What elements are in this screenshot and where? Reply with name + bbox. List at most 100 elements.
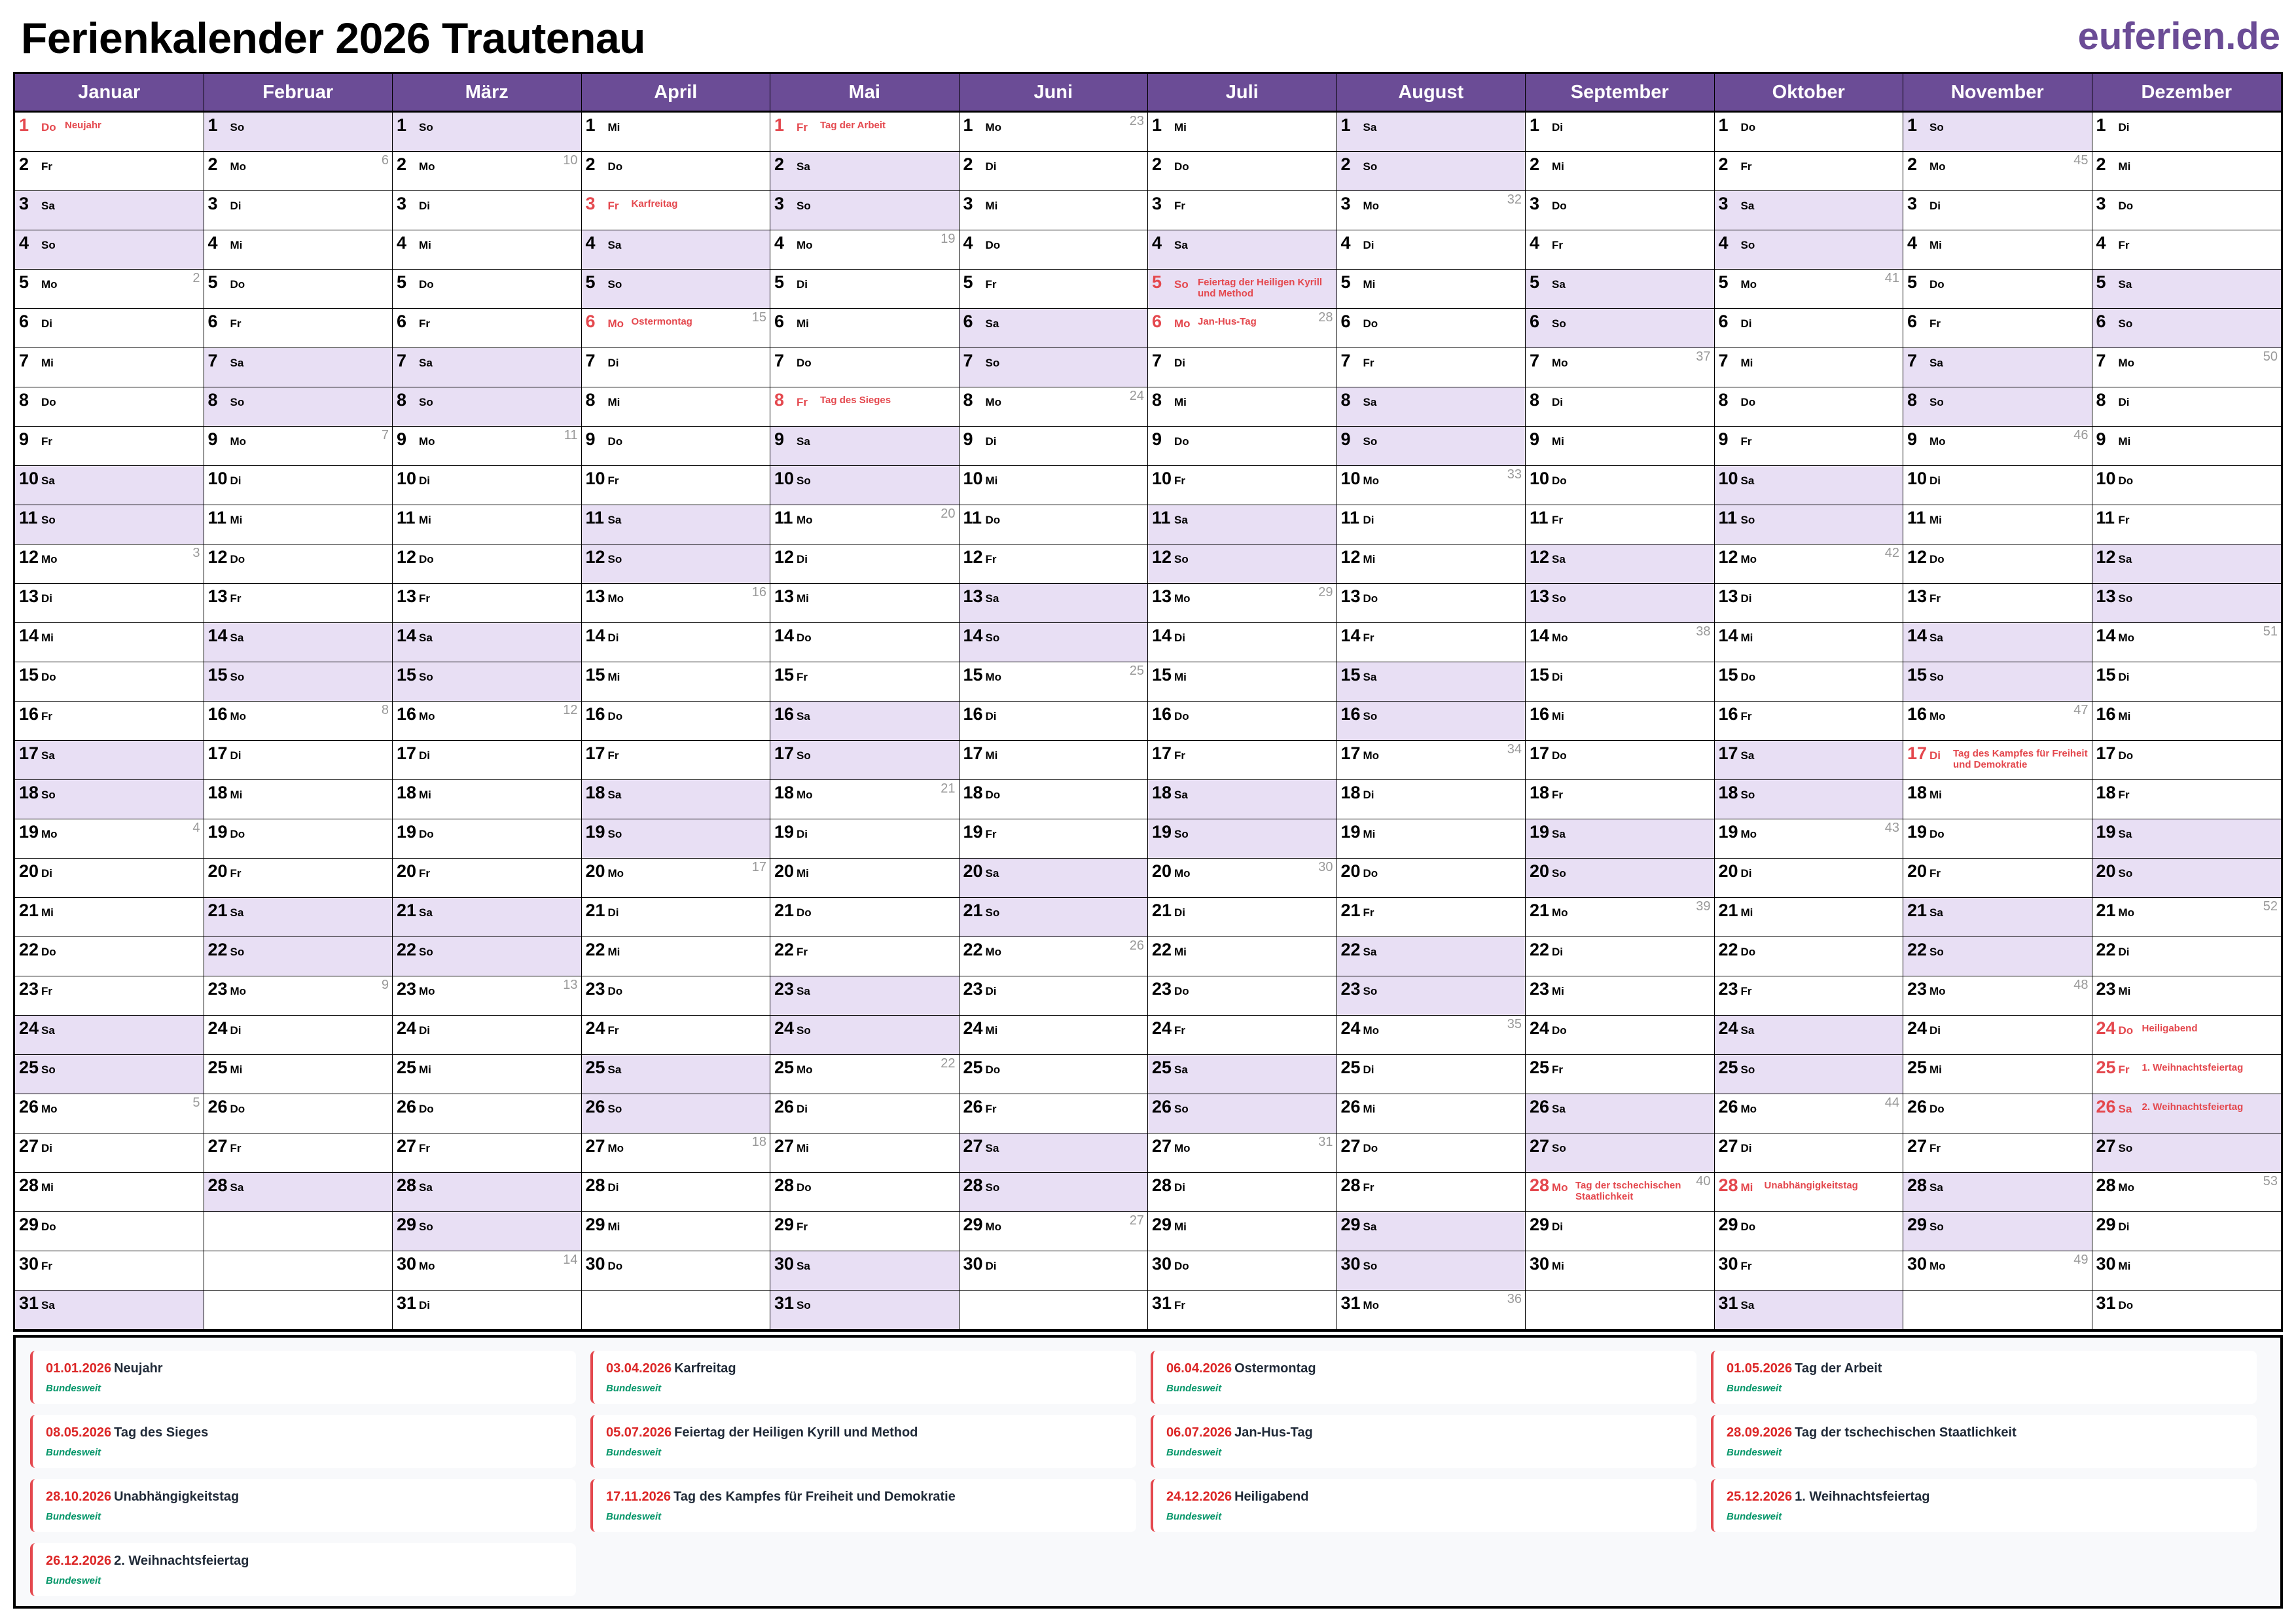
day-cell[interactable]: 8: [581, 387, 770, 427]
day-cell[interactable]: 19: [393, 819, 581, 859]
day-cell[interactable]: 27: [393, 1133, 581, 1173]
day-cell[interactable]: 9: [959, 427, 1147, 466]
day-cell[interactable]: 17: [393, 741, 581, 780]
day-cell[interactable]: 3: [1714, 191, 1903, 230]
day-cell[interactable]: 31: [770, 1291, 959, 1330]
day-cell[interactable]: 22: [2092, 937, 2281, 976]
day-cell[interactable]: 2: [1336, 152, 1525, 191]
day-cell[interactable]: 4: [1903, 230, 2092, 270]
day-cell[interactable]: 25: [1336, 1055, 1525, 1094]
day-cell[interactable]: 19: [581, 819, 770, 859]
day-cell[interactable]: 12 3: [15, 544, 204, 584]
day-cell[interactable]: 9: [1336, 427, 1525, 466]
day-cell[interactable]: 30 14: [393, 1251, 581, 1291]
day-cell[interactable]: 11 20: [770, 505, 959, 544]
day-cell[interactable]: 21: [15, 898, 204, 937]
day-cell[interactable]: 13: [1526, 584, 1714, 623]
day-cell[interactable]: 9 11: [393, 427, 581, 466]
day-cell[interactable]: 24: [15, 1016, 204, 1055]
day-cell[interactable]: 21: [959, 898, 1147, 937]
day-cell[interactable]: 8: [393, 387, 581, 427]
day-cell[interactable]: 18: [393, 780, 581, 819]
day-cell[interactable]: 28: [1148, 1173, 1336, 1212]
day-cell[interactable]: 19: [959, 819, 1147, 859]
day-cell[interactable]: 21: [581, 898, 770, 937]
day-cell[interactable]: 13: [1903, 584, 2092, 623]
day-cell[interactable]: 28: [1903, 1173, 2092, 1212]
day-cell[interactable]: 18: [15, 780, 204, 819]
day-cell[interactable]: 30: [581, 1251, 770, 1291]
day-cell[interactable]: 12: [1336, 544, 1525, 584]
day-cell[interactable]: 14: [770, 623, 959, 662]
day-cell[interactable]: 17: [1148, 741, 1336, 780]
day-cell[interactable]: 16 8: [204, 702, 392, 741]
day-cell[interactable]: 29: [1148, 1212, 1336, 1251]
day-cell[interactable]: 3: [393, 191, 581, 230]
day-cell[interactable]: 17: [15, 741, 204, 780]
day-cell[interactable]: 30: [1526, 1251, 1714, 1291]
day-cell[interactable]: 6: [1526, 309, 1714, 348]
day-cell[interactable]: 14: [959, 623, 1147, 662]
day-cell[interactable]: 23: [15, 976, 204, 1016]
day-cell[interactable]: 7: [1148, 348, 1336, 387]
day-cell[interactable]: 21: [1903, 898, 2092, 937]
day-cell[interactable]: 17: [2092, 741, 2281, 780]
day-cell[interactable]: 10: [2092, 466, 2281, 505]
day-cell[interactable]: 14: [393, 623, 581, 662]
day-cell[interactable]: 27: [1336, 1133, 1525, 1173]
day-cell[interactable]: 14: [1148, 623, 1336, 662]
day-cell[interactable]: 6: [770, 309, 959, 348]
day-cell[interactable]: 27: [204, 1133, 392, 1173]
day-cell[interactable]: 22: [1526, 937, 1714, 976]
day-cell[interactable]: 6: [204, 309, 392, 348]
day-cell[interactable]: 23: [1526, 976, 1714, 1016]
day-cell[interactable]: 20: [2092, 859, 2281, 898]
day-cell[interactable]: 20: [1526, 859, 1714, 898]
day-cell[interactable]: 31: [15, 1291, 204, 1330]
day-cell[interactable]: 19: [204, 819, 392, 859]
day-cell[interactable]: 13 16: [581, 584, 770, 623]
day-cell[interactable]: 12: [959, 544, 1147, 584]
day-cell[interactable]: 3: [2092, 191, 2281, 230]
day-cell[interactable]: 22: [393, 937, 581, 976]
day-cell[interactable]: 14: [1903, 623, 2092, 662]
day-cell[interactable]: 30: [2092, 1251, 2281, 1291]
day-cell[interactable]: 20: [1336, 859, 1525, 898]
day-cell[interactable]: 13: [770, 584, 959, 623]
day-cell[interactable]: 7: [393, 348, 581, 387]
day-cell[interactable]: 16 12: [393, 702, 581, 741]
day-cell[interactable]: 4: [393, 230, 581, 270]
day-cell[interactable]: 6 Ostermontag 15: [581, 309, 770, 348]
day-cell[interactable]: 6: [2092, 309, 2281, 348]
day-cell[interactable]: 29 27: [959, 1212, 1147, 1251]
day-cell[interactable]: 21: [204, 898, 392, 937]
day-cell[interactable]: 24: [581, 1016, 770, 1055]
day-cell[interactable]: 13: [1714, 584, 1903, 623]
day-cell[interactable]: 4: [1526, 230, 1714, 270]
day-cell[interactable]: 5: [393, 270, 581, 309]
day-cell[interactable]: 10: [581, 466, 770, 505]
day-cell[interactable]: 13: [2092, 584, 2281, 623]
day-cell[interactable]: 19: [1903, 819, 2092, 859]
day-cell[interactable]: 15: [1526, 662, 1714, 702]
day-cell[interactable]: 29: [1336, 1212, 1525, 1251]
day-cell[interactable]: 6: [1336, 309, 1525, 348]
day-cell[interactable]: 23 48: [1903, 976, 2092, 1016]
day-cell[interactable]: 1: [581, 113, 770, 152]
day-cell[interactable]: 3: [959, 191, 1147, 230]
day-cell[interactable]: 24: [393, 1016, 581, 1055]
day-cell[interactable]: 18: [1903, 780, 2092, 819]
day-cell[interactable]: 12: [393, 544, 581, 584]
day-cell[interactable]: 21: [770, 898, 959, 937]
day-cell[interactable]: 8: [1714, 387, 1903, 427]
day-cell[interactable]: 17: [1526, 741, 1714, 780]
day-cell[interactable]: 26: [770, 1094, 959, 1133]
day-cell[interactable]: 30: [1714, 1251, 1903, 1291]
day-cell[interactable]: 3: [1903, 191, 2092, 230]
day-cell[interactable]: 13: [393, 584, 581, 623]
day-cell[interactable]: 12: [1526, 544, 1714, 584]
day-cell[interactable]: 3: [15, 191, 204, 230]
day-cell[interactable]: 31: [1148, 1291, 1336, 1330]
day-cell[interactable]: 2: [2092, 152, 2281, 191]
day-cell[interactable]: 10 33: [1336, 466, 1525, 505]
